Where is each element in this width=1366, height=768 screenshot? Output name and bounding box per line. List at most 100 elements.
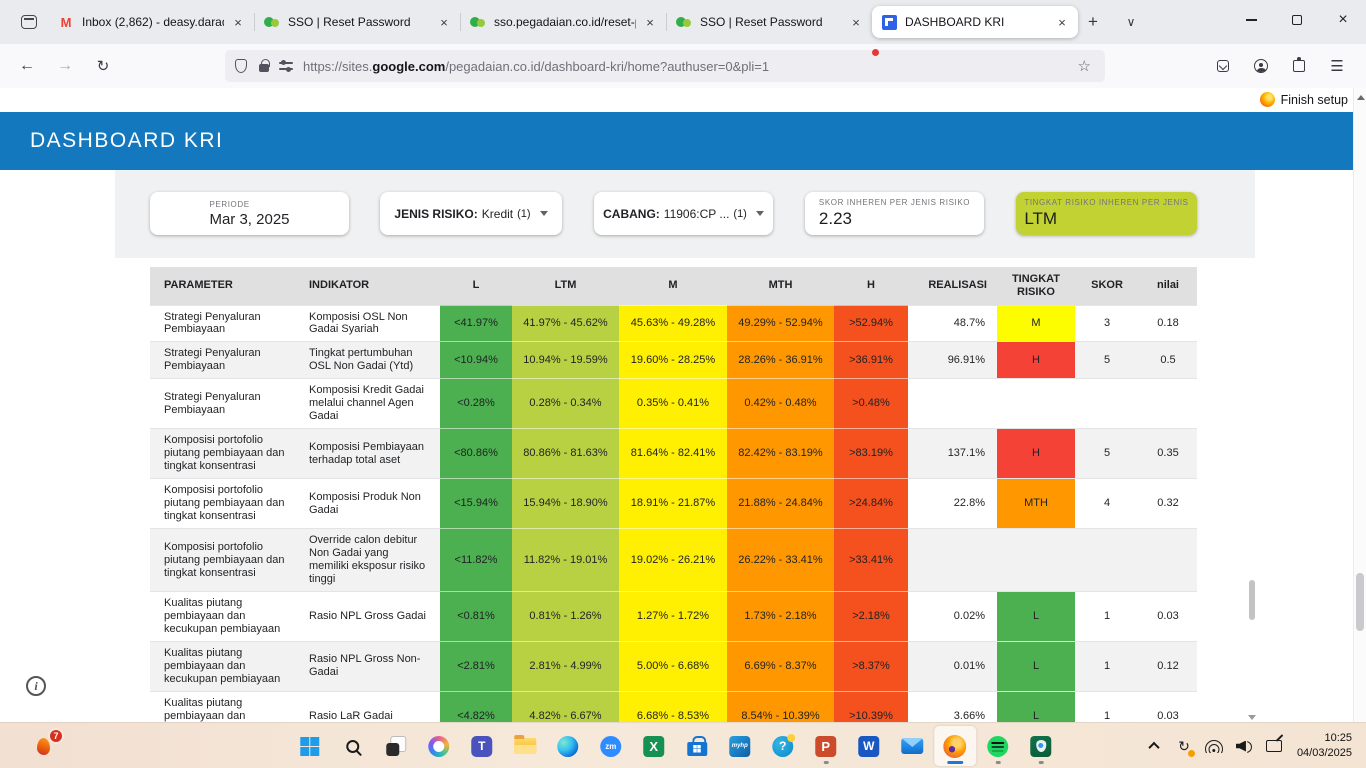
cell-tingkat-risiko: MTH: [997, 478, 1075, 529]
taskbar-file-explorer-button[interactable]: [504, 726, 546, 766]
tray-volume-button[interactable]: [1231, 728, 1257, 764]
taskbar-start-button[interactable]: [289, 726, 331, 766]
scroll-down-arrow-icon[interactable]: [1248, 715, 1256, 720]
cabang-value: 11906:CP ...: [663, 206, 730, 221]
table-row: Komposisi portofolio piutang pembiayaan …: [150, 428, 1197, 479]
report-scrollbar-thumb[interactable]: [1249, 580, 1255, 620]
cell-indikator: Komposisi Pembiayaan terhadap total aset: [295, 428, 440, 479]
cell-indikator: Rasio NPL Gross Non-Gadai: [295, 640, 440, 692]
browser-tab[interactable]: M Inbox (2,862) - deasy.daradet ×: [48, 6, 255, 38]
browser-tab[interactable]: DASHBOARD KRI ×: [872, 6, 1078, 38]
report-scrollbar[interactable]: [1247, 470, 1257, 722]
filter-jenis-risiko[interactable]: JENIS RISIKO: Kredit (1): [380, 192, 562, 235]
cell-realisasi: [908, 528, 997, 592]
tray-overflow-button[interactable]: [1141, 728, 1167, 764]
taskbar-spotify-button[interactable]: [977, 726, 1019, 766]
tab-close-icon[interactable]: ×: [234, 14, 242, 30]
finish-setup-label: Finish setup: [1280, 92, 1348, 107]
downloads-button[interactable]: [1208, 51, 1238, 81]
new-tab-button[interactable]: +: [1088, 12, 1098, 31]
col-m: M: [619, 267, 727, 305]
tab-close-icon[interactable]: ×: [440, 14, 448, 30]
taskbar-help-button[interactable]: ?: [762, 726, 804, 766]
taskbar-teams-button[interactable]: T: [461, 726, 503, 766]
taskbar-firefox-button[interactable]: [933, 726, 976, 766]
cell-skor: 5: [1075, 341, 1139, 379]
tracking-shield-icon[interactable]: [235, 59, 247, 73]
tab-close-icon[interactable]: ×: [646, 14, 654, 30]
app-menu-button[interactable]: ☰: [1330, 58, 1344, 75]
col-ltm: LTM: [512, 267, 619, 305]
taskbar-search-button[interactable]: [332, 726, 374, 766]
tray-wifi-button[interactable]: [1201, 728, 1227, 764]
cell-band-ltm: 0.28% - 0.34%: [512, 378, 619, 429]
taskbar-security-app-button[interactable]: [1020, 726, 1062, 766]
tab-close-icon[interactable]: ×: [1058, 14, 1066, 30]
filter-periode[interactable]: PERIODE Mar 3, 2025: [150, 192, 349, 235]
taskbar-store-button[interactable]: [676, 726, 718, 766]
close-button[interactable]: ×: [1338, 11, 1348, 28]
taskbar-word-button[interactable]: W: [848, 726, 890, 766]
taskbar-myhp-button[interactable]: myhp: [719, 726, 761, 766]
cell-band-l: <15.94%: [440, 478, 512, 529]
browser-scrollbar[interactable]: [1353, 88, 1366, 722]
taskbar-mail-button[interactable]: [891, 726, 933, 766]
scroll-up-arrow-icon[interactable]: [1357, 95, 1365, 100]
account-button[interactable]: [1246, 51, 1276, 81]
tray-update-button[interactable]: ↻: [1171, 728, 1197, 764]
taskbar-weather-widget[interactable]: 7: [14, 726, 72, 766]
tray-pen-button[interactable]: [1261, 728, 1287, 764]
lock-icon[interactable]: [259, 59, 270, 72]
cell-band-ltm: 10.94% - 19.59%: [512, 341, 619, 379]
browser-tab[interactable]: sso.pegadaian.co.id/reset-pas ×: [460, 6, 667, 38]
cell-indikator: Komposisi Kredit Gadai melalui channel A…: [295, 378, 440, 429]
cell-parameter: Komposisi portofolio piutang pembiayaan …: [150, 528, 295, 592]
cell-indikator: Override calon debitur Non Gadai yang me…: [295, 528, 440, 592]
cell-indikator: Tingkat pertumbuhan OSL Non Gadai (Ytd): [295, 341, 440, 379]
minimize-icon: [1245, 19, 1257, 21]
kri-table: PARAMETER INDIKATOR L LTM M MTH H REALIS…: [150, 267, 1197, 722]
cell-band-m: 19.60% - 28.25%: [619, 341, 727, 379]
pen-device-icon: [1265, 740, 1282, 752]
permissions-icon[interactable]: [279, 60, 293, 72]
taskbar-clock[interactable]: 10:25 04/03/2025: [1291, 728, 1358, 764]
notification-badge: 7: [48, 728, 64, 744]
taskbar: 7 T zm X myhp ? P W ↻: [0, 722, 1366, 768]
list-tabs-button[interactable]: ∨: [1126, 15, 1136, 29]
cell-band-m: 81.64% - 82.41%: [619, 428, 727, 479]
taskbar-zoom-button[interactable]: zm: [590, 726, 632, 766]
minimize-button[interactable]: [1228, 0, 1274, 40]
forward-button[interactable]: →: [57, 57, 73, 74]
table-row: Kualitas piutang pembiayaan dan kecukupa…: [150, 690, 1197, 722]
info-icon[interactable]: i: [26, 676, 46, 696]
firefox-view-button[interactable]: [14, 7, 44, 37]
col-parameter: PARAMETER: [150, 267, 295, 305]
taskbar-excel-button[interactable]: X: [633, 726, 675, 766]
browser-scrollbar-thumb[interactable]: [1356, 573, 1364, 631]
maximize-icon: [1292, 15, 1302, 25]
filter-cabang[interactable]: CABANG: 11906:CP ... (1): [594, 192, 773, 235]
extensions-button[interactable]: [1284, 51, 1314, 81]
finish-setup-button[interactable]: Finish setup: [1254, 90, 1354, 109]
browser-tab[interactable]: SSO | Reset Password ×: [254, 6, 461, 38]
taskbar-task-view-button[interactable]: [375, 726, 417, 766]
reload-button[interactable]: ↻: [96, 58, 110, 75]
cell-band-mth: 0.42% - 0.48%: [727, 378, 834, 429]
taskbar-copilot-button[interactable]: [418, 726, 460, 766]
bookmark-star-icon[interactable]: ☆: [1077, 58, 1091, 75]
cell-parameter: Kualitas piutang pembiayaan dan kecukupa…: [150, 640, 295, 692]
extensions-icon: [1293, 57, 1305, 72]
cell-band-ltm: 15.94% - 18.90%: [512, 478, 619, 529]
browser-tab[interactable]: SSO | Reset Password ×: [666, 6, 873, 38]
cell-band-h: >52.94%: [834, 304, 908, 342]
cell-band-l: <2.81%: [440, 640, 512, 692]
taskbar-powerpoint-button[interactable]: P: [805, 726, 847, 766]
periode-label: PERIODE: [209, 199, 250, 209]
cell-band-h: >33.41%: [834, 528, 908, 592]
scorecard-tingkat-risiko: TINGKAT RISIKO INHEREN PER JENIS LTM: [1016, 192, 1197, 235]
tab-close-icon[interactable]: ×: [852, 14, 860, 30]
url-bar[interactable]: https://sites.google.com/pegadaian.co.id…: [225, 50, 1105, 82]
maximize-button[interactable]: [1274, 0, 1320, 40]
taskbar-edge-button[interactable]: [547, 726, 589, 766]
back-button[interactable]: ←: [19, 57, 35, 74]
